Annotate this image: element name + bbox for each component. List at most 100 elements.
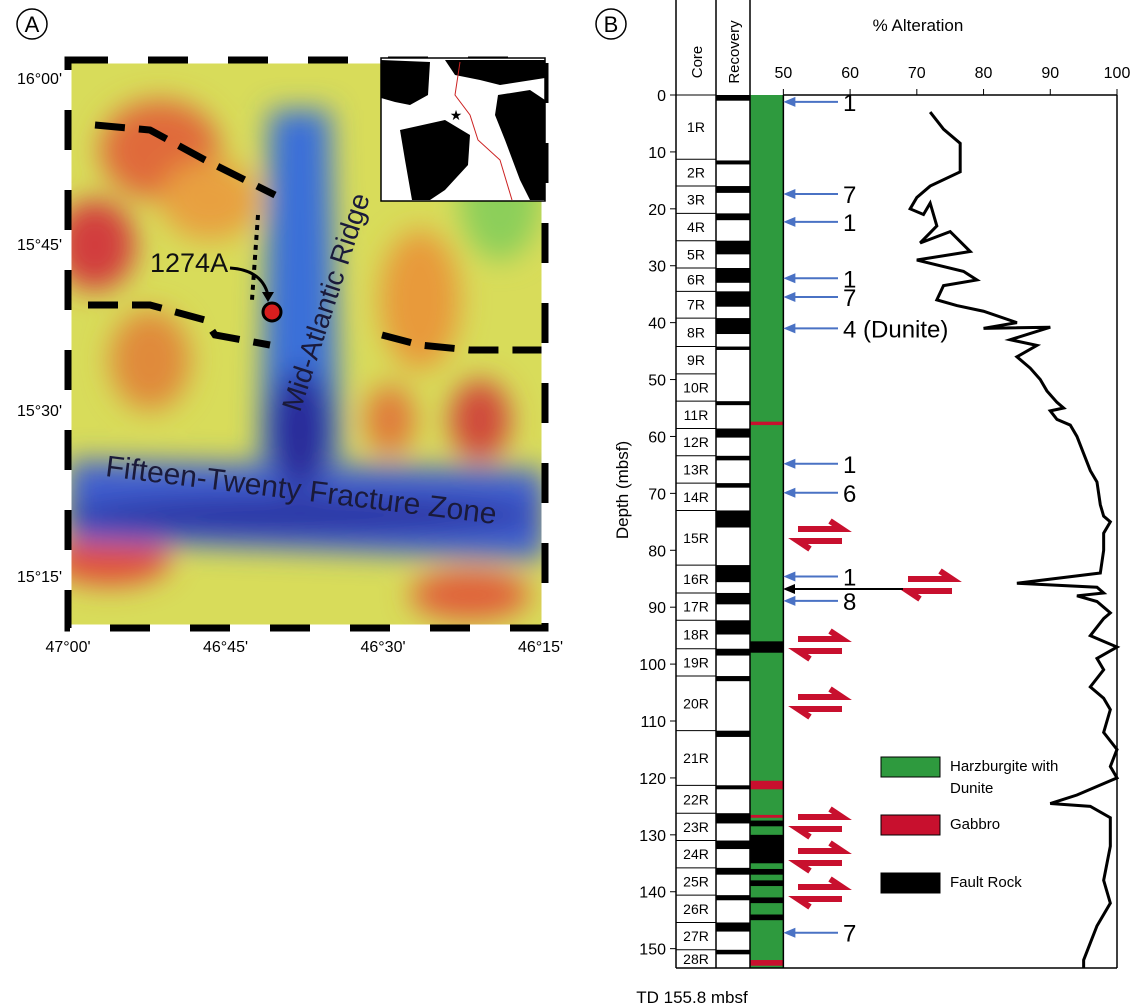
column-header: Recovery <box>726 20 743 84</box>
core-label: 11R <box>684 407 709 423</box>
sample-label: 7 <box>843 285 856 312</box>
x-tick-label: 80 <box>975 65 993 82</box>
core-label: 7R <box>687 297 705 313</box>
y-tick-label: 10 <box>648 145 666 162</box>
sample-label: 7 <box>843 921 856 948</box>
x-axis-title: % Alteration <box>873 16 964 35</box>
recovery-block <box>716 868 750 875</box>
sample-label: 1 <box>843 90 856 117</box>
figure: ★ 1274A Mid-Atlantic Ridge Fifteen-Twent… <box>0 0 1139 1008</box>
lat-tick-label: 16°00' <box>17 71 62 88</box>
sample-label: 7 <box>843 182 856 209</box>
site-label: 1274A <box>150 248 228 278</box>
y-tick-label: 140 <box>639 885 666 902</box>
x-tick-label: 100 <box>1104 65 1131 82</box>
lon-tick-label: 46°15' <box>518 639 563 656</box>
core-label: 15R <box>683 530 709 546</box>
x-tick-label: 50 <box>774 65 792 82</box>
lithology-interval <box>750 880 783 886</box>
y-tick-label: 100 <box>639 657 666 674</box>
slip-symbol <box>798 843 842 871</box>
recovery-block <box>716 483 750 488</box>
y-axis-title: Depth (mbsf) <box>613 441 632 539</box>
recovery-block <box>716 428 750 437</box>
slip-symbol <box>798 879 842 907</box>
core-label: 17R <box>683 599 709 615</box>
slip-symbol <box>798 809 842 837</box>
x-tick-label: 90 <box>1041 65 1059 82</box>
lithology-interval <box>750 821 783 827</box>
lithology-interval <box>750 915 783 921</box>
recovery-block <box>716 213 750 220</box>
recovery-block <box>716 456 750 461</box>
core-label: 13R <box>683 461 709 477</box>
recovery-block <box>716 785 750 789</box>
sample-label: 4 (Dunite) <box>843 316 948 343</box>
recovery-block <box>716 241 750 255</box>
core-label: 27R <box>683 928 709 944</box>
recovery-block <box>716 620 750 634</box>
recovery-block <box>716 922 750 931</box>
lithology-interval <box>750 781 783 790</box>
recovery-block <box>716 676 750 681</box>
footer: TD 155.8 mbsf <box>636 988 748 1007</box>
lithology-interval <box>750 422 783 425</box>
recovery-block <box>716 813 750 823</box>
sample-arrowhead <box>783 459 795 469</box>
panel-label: B <box>604 12 619 37</box>
recovery-block <box>716 510 750 527</box>
core-label: 22R <box>683 791 709 807</box>
lat-tick-label: 15°45' <box>17 237 62 254</box>
sample-arrowhead <box>783 323 795 333</box>
x-tick-label: 60 <box>841 65 859 82</box>
legend-swatch <box>881 873 940 893</box>
recovery-block <box>716 841 750 850</box>
y-tick-label: 80 <box>648 543 666 560</box>
core-label: 2R <box>687 165 705 181</box>
lat-tick-label: 15°15' <box>17 569 62 586</box>
core-label: 26R <box>683 901 709 917</box>
legend-label: Gabbro <box>950 814 1120 836</box>
sample-arrowhead <box>783 928 795 938</box>
y-tick-label: 50 <box>648 373 666 390</box>
y-tick-label: 120 <box>639 771 666 788</box>
y-tick-label: 60 <box>648 429 666 446</box>
core-label: 20R <box>683 695 709 711</box>
legend-label: Harzburgite with Dunite <box>950 756 1100 800</box>
core-label: 10R <box>683 380 709 396</box>
lon-tick-label: 47°00' <box>45 639 90 656</box>
core-label: 18R <box>683 627 709 643</box>
y-tick-label: 0 <box>657 88 666 105</box>
core-label: 28R <box>683 951 709 967</box>
core-label: 1R <box>687 119 705 135</box>
recovery-block <box>716 950 750 955</box>
sample-arrowhead <box>783 189 795 199</box>
lon-tick-label: 46°30' <box>360 639 405 656</box>
recovery-block <box>716 731 750 737</box>
recovery-block <box>716 401 750 405</box>
y-tick-label: 90 <box>648 600 666 617</box>
recovery-block <box>716 565 750 582</box>
sample-arrowhead <box>783 596 795 606</box>
chart: ★ 1274A Mid-Atlantic Ridge Fifteen-Twent… <box>0 0 1139 1008</box>
column-header: Core <box>689 46 706 79</box>
legend-swatch <box>881 757 940 777</box>
lithology-interval <box>750 960 783 966</box>
x-tick-label: 70 <box>908 65 926 82</box>
lithology-interval <box>750 897 783 903</box>
slip-symbol <box>798 631 842 659</box>
sample-arrowhead <box>783 488 795 498</box>
y-tick-label: 40 <box>648 316 666 333</box>
lithology-interval <box>750 815 783 818</box>
lat-tick-label: 15°30' <box>17 403 62 420</box>
sample-label: 1 <box>843 564 856 591</box>
alteration-line <box>910 112 1117 968</box>
recovery-block <box>716 160 750 164</box>
core-label: 9R <box>687 352 705 368</box>
sample-label: 1 <box>843 210 856 237</box>
y-tick-label: 150 <box>639 942 666 959</box>
recovery-block <box>716 186 750 193</box>
core-label: 5R <box>687 246 705 262</box>
legend-label: Fault Rock <box>950 872 1120 894</box>
slip-symbol <box>908 571 952 599</box>
